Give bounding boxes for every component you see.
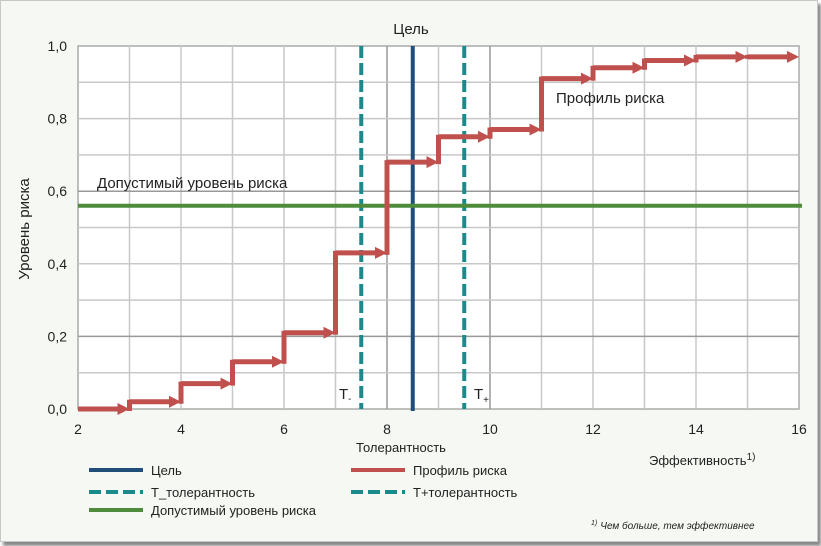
profile-arrow [220,377,233,390]
profile-arrow [375,246,387,259]
svg-text:Цель: Цель [151,463,182,478]
y-tick-label: 1,0 [48,38,68,54]
x-tick-label: 16 [791,421,807,437]
svg-text:T_толерантность: T_толерантность [151,485,255,500]
x-tick-label: 12 [585,421,601,437]
svg-text:Профиль риска: Профиль риска [413,463,508,478]
tick-labels: 2 4 6 8 10 12 14 16 0,0 0,2 0,4 0,6 0,8 1,0 [48,38,807,437]
x-tick-label: 6 [280,421,288,437]
y-tick-label: 0,4 [48,256,68,272]
profile-arrow [581,72,593,85]
profile-arrow [169,395,181,408]
legend-item-acceptable: Допустимый уровень риска [89,503,317,518]
profile-arrow [478,130,490,143]
legend-item-profile: Профиль риска [351,463,508,478]
y-tick-label: 0,8 [48,111,68,127]
profile-arrow [529,123,542,136]
x-axis-label-effectiveness: Эффективность1) [649,452,755,468]
svg-text:Допустимый уровень риска: Допустимый уровень риска [151,503,317,518]
t-minus-annotation: T- [339,386,352,405]
y-axis-label: Уровень риска [16,178,33,280]
y-tick-label: 0,6 [48,183,68,199]
grid [77,45,800,410]
acceptable-risk-annotation: Допустимый уровень риска [97,175,288,192]
profile-arrow [117,403,130,415]
x-tick-label: 14 [688,421,704,437]
reference-lines [78,46,802,411]
t-plus-annotation: T+ [474,386,489,406]
legend-item-t-plus: T+толерантность [351,485,518,500]
profile-arrow [323,326,336,339]
x-tick-label: 8 [383,421,391,437]
legend-item-t-minus: T_толерантность [89,485,255,500]
profile-arrow [735,50,748,63]
y-tick-label: 0,0 [48,401,68,417]
profile-arrow [684,54,696,67]
chart-title: Цель [393,21,429,38]
risk-profile-annotation: Профиль риска [556,90,665,107]
x-tick-label: 4 [177,421,185,437]
x-axis-label: Толерантность [356,440,446,455]
x-tick-label: 10 [482,421,498,437]
legend-item-goal: Цель [89,463,182,478]
x-tick-label: 2 [74,421,82,437]
svg-text:T+толерантность: T+толерантность [413,485,518,500]
y-tick-label: 0,2 [48,328,68,344]
profile-arrow [787,50,799,63]
risk-profile-series [78,50,799,415]
profile-arrow [272,355,284,368]
footnote: 1) Чем больше, тем эффективнее [591,520,755,532]
profile-arrow [632,61,645,74]
legend: Цель Профиль риска T_толерантность T+тол… [89,463,518,518]
profile-arrow [426,156,439,169]
